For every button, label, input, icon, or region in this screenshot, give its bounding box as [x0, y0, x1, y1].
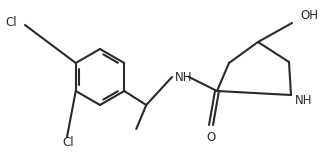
Text: Cl: Cl	[5, 15, 17, 28]
Text: OH: OH	[300, 9, 318, 22]
Text: NH: NH	[175, 71, 192, 84]
Text: O: O	[206, 131, 216, 144]
Text: Cl: Cl	[62, 137, 73, 150]
Text: NH: NH	[295, 94, 313, 106]
